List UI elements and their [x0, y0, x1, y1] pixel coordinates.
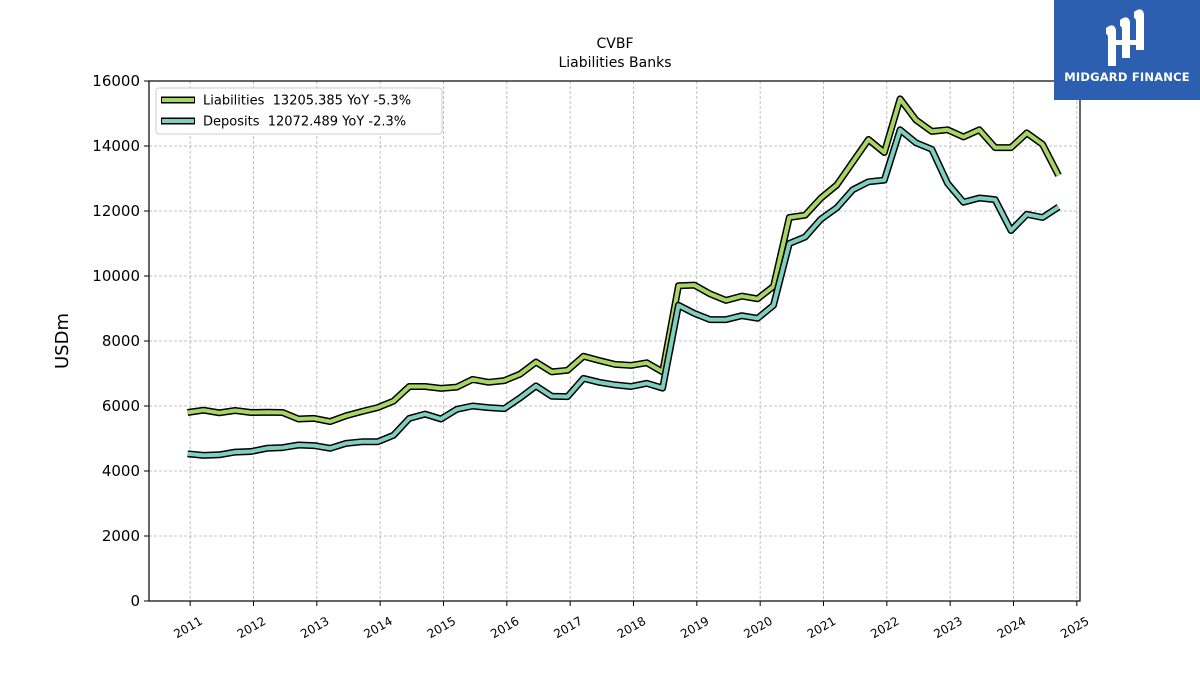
legend-label-liabilities: Liabilities 13205.385 YoY -5.3% — [203, 94, 411, 109]
grid-layer — [149, 81, 1080, 601]
series-layer — [187, 95, 1062, 459]
x-tick-label: 2021 — [805, 614, 838, 641]
x-tick-label: 2018 — [615, 614, 648, 641]
x-tick-label: 2019 — [678, 614, 711, 641]
y-tick-label: 12000 — [92, 202, 140, 220]
x-tick-label: 2017 — [551, 614, 584, 641]
x-tick-label: 2012 — [235, 614, 268, 641]
chart-title: CVBF — [596, 36, 633, 52]
x-tick-label: 2024 — [995, 614, 1028, 641]
legend: Liabilities 13205.385 YoY -5.3% Deposits … — [155, 87, 443, 135]
logo-mark-icon — [1106, 9, 1144, 66]
chart-subtitle: Liabilities Banks — [558, 55, 671, 71]
x-tick-label: 2025 — [1058, 614, 1091, 641]
y-tick-label: 4000 — [102, 462, 140, 480]
y-tick-label: 2000 — [102, 527, 140, 545]
legend-label-deposits: Deposits 12072.489 YoY -2.3% — [203, 115, 406, 130]
series-line-deposits — [187, 127, 1060, 458]
y-tick-label: 14000 — [92, 137, 140, 155]
y-tick-label: 10000 — [92, 267, 140, 285]
y-tick-label: 0 — [130, 592, 140, 610]
x-tick-label: 2014 — [361, 614, 394, 641]
y-tick-label: 6000 — [102, 397, 140, 415]
x-tick-label: 2022 — [868, 614, 901, 641]
x-tick-label: 2023 — [931, 614, 964, 641]
series-line-liabilities — [187, 96, 1061, 424]
x-tick-label: 2011 — [171, 614, 204, 641]
x-tick-label: 2020 — [741, 614, 774, 641]
legend-box — [155, 87, 443, 135]
x-tick-label: 2015 — [425, 614, 458, 641]
x-tick-label: 2016 — [488, 614, 521, 641]
y-tick-label: 16000 — [92, 72, 140, 90]
logo-text: MIDGARD FINANCE — [1064, 70, 1190, 84]
x-tick-label: 2013 — [298, 614, 331, 641]
series-outline-deposits — [187, 126, 1061, 459]
midgard-finance-logo: MIDGARD FINANCE — [1054, 0, 1200, 100]
y-axis-label: USDm — [52, 313, 73, 369]
y-tick-label: 8000 — [102, 332, 140, 350]
